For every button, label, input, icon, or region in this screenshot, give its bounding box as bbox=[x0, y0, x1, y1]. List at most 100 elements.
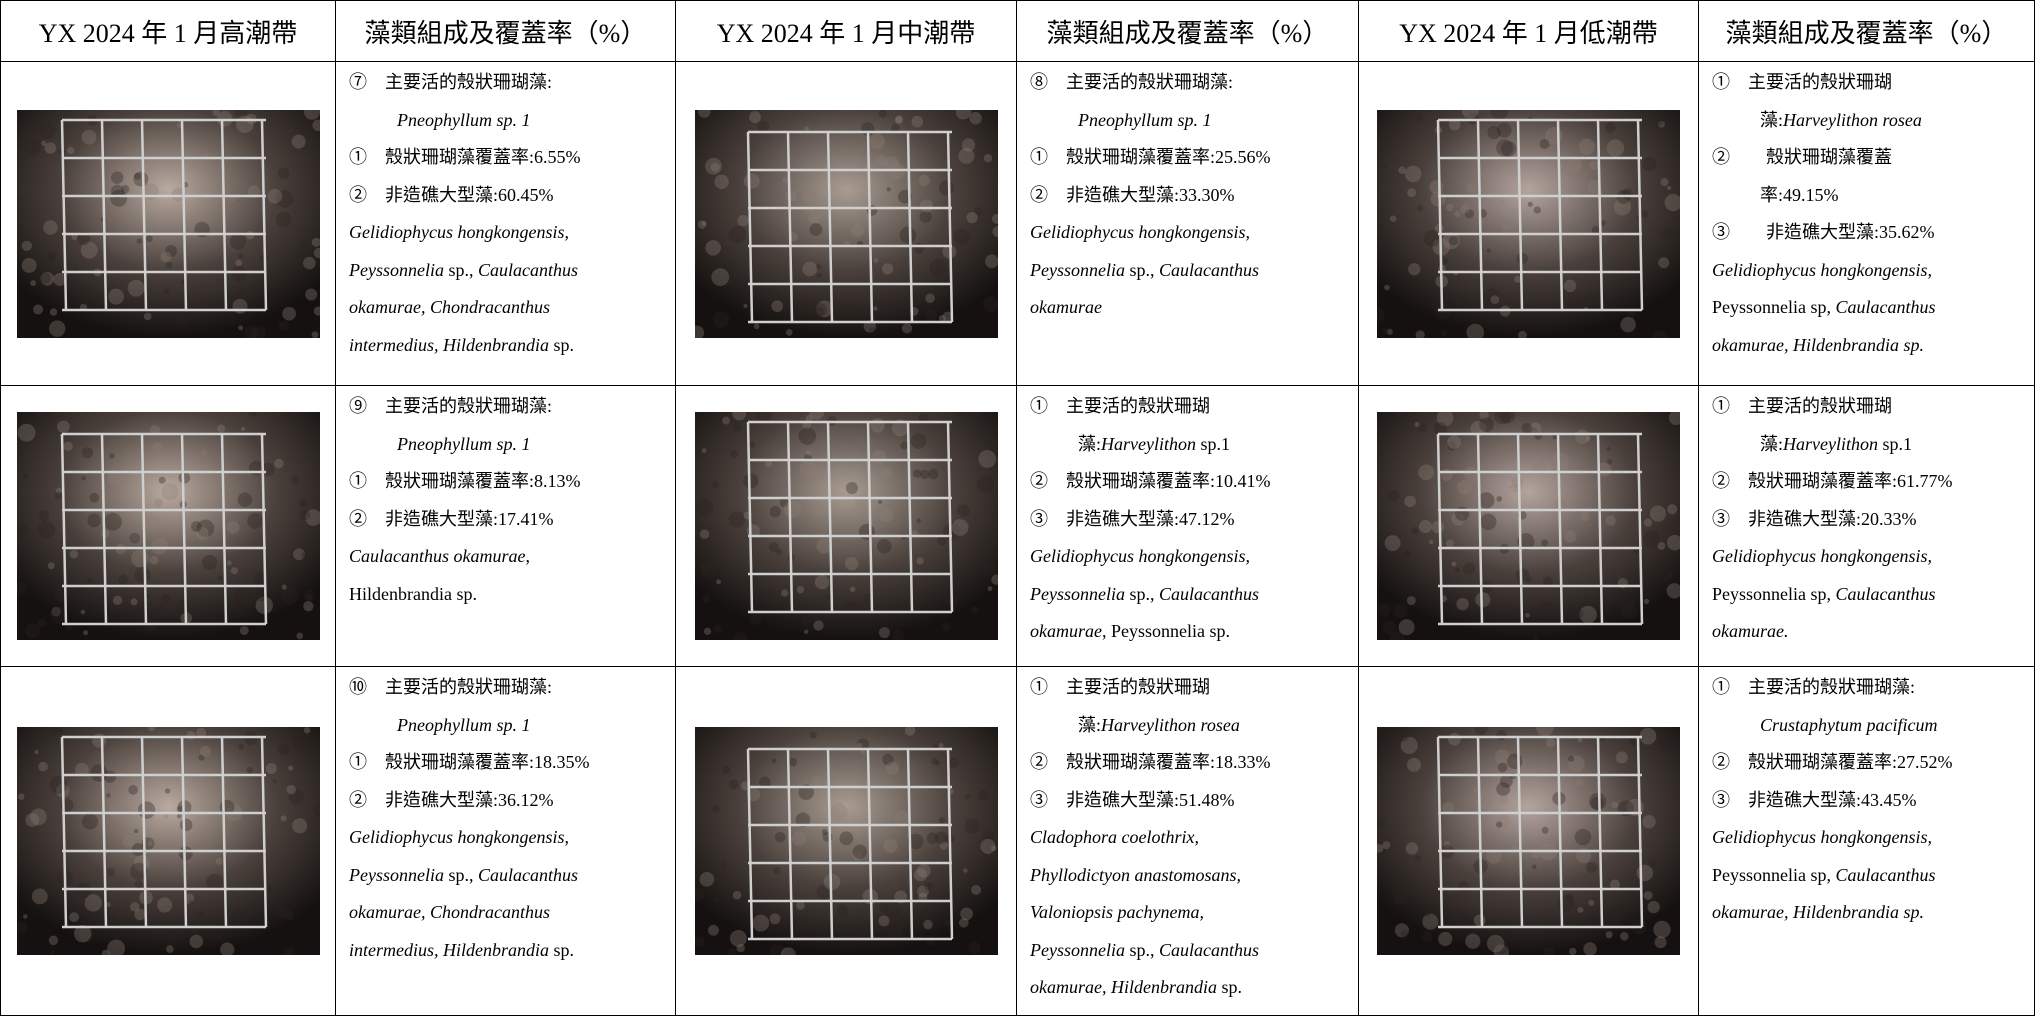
text-line: Crustaphytum pacificum bbox=[1712, 707, 2028, 745]
text-segment: 藻: bbox=[1760, 433, 1784, 454]
text-line: ① 殼狀珊瑚藻覆蓋率:18.35% bbox=[349, 744, 669, 782]
text-segment: ① 主要活的殼狀珊瑚 bbox=[1712, 72, 1892, 92]
text-segment: sp. bbox=[549, 939, 575, 960]
italic-text: intermedius, Hildenbrandia bbox=[349, 939, 549, 960]
text-line: Pneophyllum sp. 1 bbox=[349, 102, 669, 140]
text-segment: ② 殼狀珊瑚藻覆蓋率:27.52% bbox=[1712, 752, 1953, 772]
text-segment: 藻: bbox=[1078, 714, 1102, 735]
italic-text: Peyssonnelia bbox=[1030, 939, 1125, 960]
text-line: ② 非造礁大型藻:60.45% bbox=[349, 177, 669, 215]
italic-text: Caulacanthus bbox=[1835, 864, 1936, 885]
text-cell: ① 主要活的殼狀珊瑚 藻:Harveylithon sp.1 ② 殼狀珊瑚藻覆蓋率:… bbox=[1698, 385, 2035, 667]
italic-text: Gelidiophycus hongkongensis, bbox=[1712, 259, 1932, 280]
text-line: 率:49.15% bbox=[1712, 177, 2028, 215]
text-line: Caulacanthus okamurae, bbox=[349, 538, 669, 576]
text-segment: ② 非造礁大型藻:17.41% bbox=[349, 508, 554, 529]
text-line: ⑨ 主要活的殼狀珊瑚藻: bbox=[349, 388, 669, 426]
italic-text: Peyssonnelia bbox=[349, 864, 444, 885]
photo-cell bbox=[0, 666, 336, 1016]
text-line: ② 非造礁大型藻:36.12% bbox=[349, 782, 669, 820]
text-line: okamurae, Hildenbrandia sp. bbox=[1030, 969, 1352, 1007]
text-line: Peyssonnelia sp., Caulacanthus bbox=[349, 857, 669, 895]
italic-text: Gelidiophycus hongkongensis, bbox=[1712, 546, 1932, 566]
text-line: intermedius, Hildenbrandia sp. bbox=[349, 327, 669, 365]
text-segment: ① 主要活的殼狀珊瑚 bbox=[1030, 677, 1210, 697]
text-line: intermedius, Hildenbrandia sp. bbox=[349, 932, 669, 970]
text-cell: ① 主要活的殼狀珊瑚 藻:Harveylithon rosea ② 殼狀珊瑚藻覆蓋率… bbox=[1698, 61, 2035, 386]
text-line: Gelidiophycus hongkongensis, bbox=[349, 819, 669, 857]
italic-text: okamurae, Hildenbrandia bbox=[1030, 977, 1217, 997]
text-segment: sp.1 bbox=[1878, 433, 1913, 454]
italic-text: okamurae, Hildenbrandia sp. bbox=[1712, 334, 1924, 355]
italic-text: Pneophyllum sp. 1 bbox=[397, 433, 531, 454]
header-cell: 藻類組成及覆蓋率（%） bbox=[1016, 0, 1359, 62]
text-cell: ⑦ 主要活的殼狀珊瑚藻: Pneophyllum sp. 1 ① 殼狀珊瑚藻覆蓋率:… bbox=[335, 61, 676, 386]
text-line: ② 非造礁大型藻:17.41% bbox=[349, 501, 669, 539]
text-line: Gelidiophycus hongkongensis, bbox=[1712, 538, 2028, 576]
text-line: ① 主要活的殼狀珊瑚 bbox=[1712, 64, 2028, 102]
italic-text: Cladophora coelothrix, bbox=[1030, 827, 1199, 847]
quadrat-photo bbox=[694, 727, 998, 955]
text-cell: ① 主要活的殼狀珊瑚 藻:Harveylithon sp.1 ② 殼狀珊瑚藻覆蓋率:… bbox=[1016, 385, 1359, 667]
text-segment: sp.1 bbox=[1196, 433, 1231, 454]
italic-text: Caulacanthus bbox=[1159, 259, 1260, 280]
text-segment: ③ 非造礁大型藻:20.33% bbox=[1712, 508, 1917, 529]
quadrat-photo bbox=[694, 412, 998, 640]
photo-cell bbox=[1358, 61, 1699, 386]
text-line: Gelidiophycus hongkongensis, bbox=[1030, 538, 1352, 576]
text-line: ③ 非造礁大型藻:35.62% bbox=[1712, 214, 2028, 252]
text-segment: ③ 非造礁大型藻:43.45% bbox=[1712, 789, 1917, 810]
italic-text: Peyssonnelia bbox=[1030, 259, 1125, 280]
italic-text: okamurae, Hildenbrandia sp. bbox=[1712, 902, 1924, 922]
italic-text: Crustaphytum pacificum bbox=[1760, 714, 1938, 735]
text-line: ① 殼狀珊瑚藻覆蓋率:25.56% bbox=[1030, 139, 1352, 177]
text-line: ③ 非造礁大型藻:47.12% bbox=[1030, 501, 1352, 539]
text-line: Valoniopsis pachynema, bbox=[1030, 894, 1352, 932]
text-line: Peyssonnelia sp, Caulacanthus bbox=[1712, 289, 2028, 327]
text-segment: ① 主要活的殼狀珊瑚 bbox=[1030, 396, 1210, 416]
photo-cell bbox=[1358, 385, 1699, 667]
text-line: ① 主要活的殼狀珊瑚藻: bbox=[1712, 669, 2028, 707]
text-line: okamurae, Peyssonnelia sp. bbox=[1030, 613, 1352, 651]
header-cell: YX 2024 年 1 月中潮帶 bbox=[675, 0, 1017, 62]
text-segment: ② 非造礁大型藻:33.30% bbox=[1030, 184, 1235, 205]
text-line: ① 主要活的殼狀珊瑚 bbox=[1030, 388, 1352, 426]
text-line: 藻:Harveylithon sp.1 bbox=[1030, 426, 1352, 464]
quadrat-photo bbox=[1377, 109, 1680, 338]
text-segment: Peyssonnelia sp, bbox=[1712, 583, 1836, 604]
text-line: 藻:Harveylithon rosea bbox=[1030, 707, 1352, 745]
italic-text: Harveylithon rosea bbox=[1783, 109, 1922, 130]
text-segment: ⑧ 主要活的殼狀珊瑚藻: bbox=[1030, 72, 1233, 92]
italic-text: Harveylithon bbox=[1101, 433, 1196, 454]
italic-text: Caulacanthus bbox=[1159, 583, 1260, 604]
text-line: ① 主要活的殼狀珊瑚 bbox=[1712, 388, 2028, 426]
italic-text: okamurae, Chondracanthus bbox=[349, 297, 550, 317]
text-segment: ② 非造礁大型藻:36.12% bbox=[349, 789, 554, 810]
italic-text: Gelidiophycus hongkongensis, bbox=[1712, 827, 1932, 847]
text-cell: ① 主要活的殼狀珊瑚藻: Crustaphytum pacificum ② 殼狀珊瑚… bbox=[1698, 666, 2035, 1016]
header-cell: YX 2024 年 1 月低潮帶 bbox=[1358, 0, 1699, 62]
text-segment: ② 殼狀珊瑚藻覆蓋 bbox=[1712, 147, 1892, 167]
text-line: ② 殼狀珊瑚藻覆蓋率:61.77% bbox=[1712, 463, 2028, 501]
text-line: Cladophora coelothrix, bbox=[1030, 819, 1352, 857]
italic-text: okamurae bbox=[1030, 621, 1102, 641]
text-segment: , Peyssonnelia sp. bbox=[1101, 621, 1230, 641]
text-line: ⑦ 主要活的殼狀珊瑚藻: bbox=[349, 64, 669, 102]
header-cell: YX 2024 年 1 月高潮帶 bbox=[0, 0, 336, 62]
text-segment: sp., bbox=[1124, 583, 1159, 604]
text-line: Peyssonnelia sp., Caulacanthus bbox=[1030, 932, 1352, 970]
text-line: okamurae, Chondracanthus bbox=[349, 894, 669, 932]
quadrat-photo bbox=[16, 109, 320, 338]
text-line: Peyssonnelia sp., Caulacanthus bbox=[349, 252, 669, 290]
quadrat-photo bbox=[16, 412, 320, 640]
quadrat-photo bbox=[1377, 727, 1680, 955]
italic-text: Gelidiophycus hongkongensis, bbox=[349, 827, 569, 847]
header-cell: 藻類組成及覆蓋率（%） bbox=[1698, 0, 2035, 62]
text-segment: ③ 非造礁大型藻:47.12% bbox=[1030, 508, 1235, 529]
italic-text: Pneophyllum sp. 1 bbox=[397, 714, 531, 735]
text-line: okamurae, Hildenbrandia sp. bbox=[1712, 327, 2028, 365]
photo-cell bbox=[0, 385, 336, 667]
text-segment: ① 殼狀珊瑚藻覆蓋率:8.13% bbox=[349, 471, 581, 491]
text-line: ① 殼狀珊瑚藻覆蓋率:6.55% bbox=[349, 139, 669, 177]
